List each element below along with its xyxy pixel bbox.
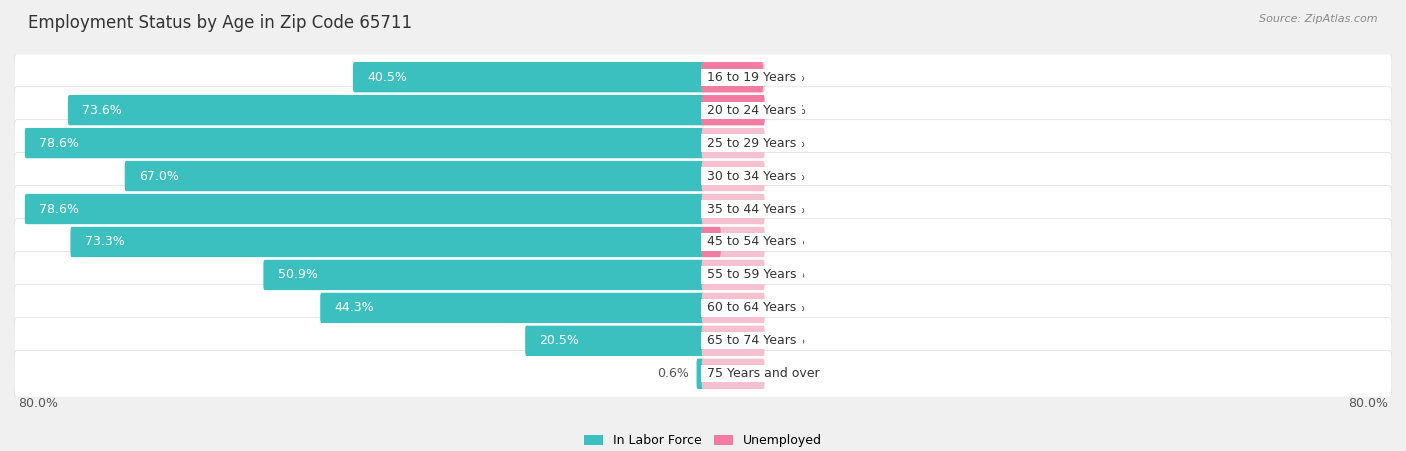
Text: 25 to 29 Years: 25 to 29 Years — [703, 137, 800, 150]
Text: 55 to 59 Years: 55 to 59 Years — [703, 268, 800, 281]
FancyBboxPatch shape — [702, 95, 765, 125]
Text: 80.0%: 80.0% — [1347, 397, 1388, 410]
FancyBboxPatch shape — [14, 54, 1392, 101]
Text: 0.0%: 0.0% — [773, 137, 806, 150]
FancyBboxPatch shape — [702, 194, 765, 224]
FancyBboxPatch shape — [14, 318, 1392, 364]
Text: 44.3%: 44.3% — [335, 301, 374, 314]
FancyBboxPatch shape — [263, 260, 704, 290]
Text: 60 to 64 Years: 60 to 64 Years — [703, 301, 800, 314]
FancyBboxPatch shape — [25, 128, 704, 158]
FancyBboxPatch shape — [702, 326, 765, 356]
FancyBboxPatch shape — [702, 62, 765, 92]
FancyBboxPatch shape — [702, 128, 765, 158]
Text: 1.9%: 1.9% — [773, 235, 806, 249]
Text: 20 to 24 Years: 20 to 24 Years — [703, 104, 800, 117]
Text: 40.5%: 40.5% — [367, 71, 406, 84]
Text: Source: ZipAtlas.com: Source: ZipAtlas.com — [1260, 14, 1378, 23]
FancyBboxPatch shape — [321, 293, 704, 323]
FancyBboxPatch shape — [14, 120, 1392, 166]
FancyBboxPatch shape — [702, 227, 765, 257]
Legend: In Labor Force, Unemployed: In Labor Force, Unemployed — [579, 429, 827, 451]
Text: 73.3%: 73.3% — [84, 235, 124, 249]
Text: 0.0%: 0.0% — [773, 334, 806, 347]
FancyBboxPatch shape — [696, 359, 704, 389]
FancyBboxPatch shape — [14, 152, 1392, 199]
FancyBboxPatch shape — [125, 161, 704, 191]
FancyBboxPatch shape — [702, 227, 721, 257]
Text: 0.0%: 0.0% — [773, 301, 806, 314]
FancyBboxPatch shape — [526, 326, 704, 356]
Text: 45 to 54 Years: 45 to 54 Years — [703, 235, 800, 249]
FancyBboxPatch shape — [25, 194, 704, 224]
FancyBboxPatch shape — [14, 285, 1392, 331]
Text: 78.6%: 78.6% — [39, 137, 79, 150]
FancyBboxPatch shape — [14, 186, 1392, 232]
Text: 78.6%: 78.6% — [39, 202, 79, 216]
FancyBboxPatch shape — [67, 95, 704, 125]
FancyBboxPatch shape — [14, 350, 1392, 397]
FancyBboxPatch shape — [70, 227, 704, 257]
Text: 0.0%: 0.0% — [773, 170, 806, 183]
Text: 0.6%: 0.6% — [658, 367, 689, 380]
Text: Employment Status by Age in Zip Code 65711: Employment Status by Age in Zip Code 657… — [28, 14, 412, 32]
Text: 20.5%: 20.5% — [540, 334, 579, 347]
FancyBboxPatch shape — [702, 260, 765, 290]
FancyBboxPatch shape — [702, 62, 763, 92]
Text: 0.0%: 0.0% — [773, 202, 806, 216]
Text: 35 to 44 Years: 35 to 44 Years — [703, 202, 800, 216]
FancyBboxPatch shape — [14, 87, 1392, 133]
Text: 0.0%: 0.0% — [773, 268, 806, 281]
Text: 50.9%: 50.9% — [277, 268, 318, 281]
Text: 75 Years and over: 75 Years and over — [703, 367, 824, 380]
FancyBboxPatch shape — [14, 219, 1392, 265]
Text: 7.0%: 7.0% — [773, 104, 806, 117]
Text: 6.8%: 6.8% — [773, 71, 806, 84]
Text: 80.0%: 80.0% — [18, 397, 59, 410]
Text: 73.6%: 73.6% — [82, 104, 122, 117]
FancyBboxPatch shape — [702, 161, 765, 191]
FancyBboxPatch shape — [702, 359, 765, 389]
Text: 67.0%: 67.0% — [139, 170, 179, 183]
FancyBboxPatch shape — [353, 62, 704, 92]
Text: 0.0%: 0.0% — [773, 367, 806, 380]
FancyBboxPatch shape — [14, 252, 1392, 299]
Text: 65 to 74 Years: 65 to 74 Years — [703, 334, 800, 347]
FancyBboxPatch shape — [702, 293, 765, 323]
FancyBboxPatch shape — [702, 95, 765, 125]
Text: 16 to 19 Years: 16 to 19 Years — [703, 71, 800, 84]
Text: 30 to 34 Years: 30 to 34 Years — [703, 170, 800, 183]
